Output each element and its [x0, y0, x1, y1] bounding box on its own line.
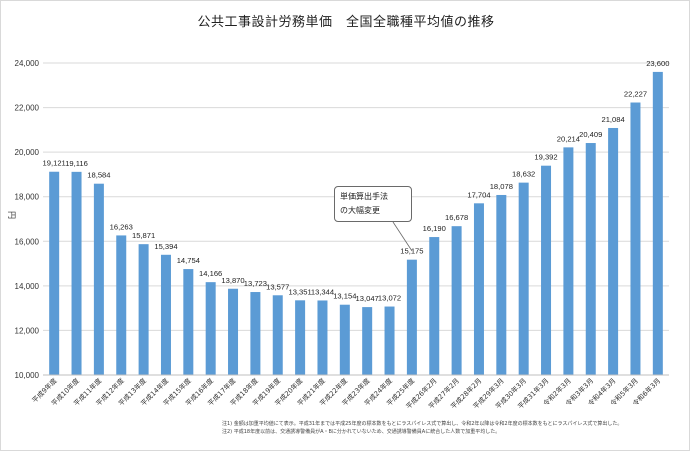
annotation-line-2: の大幅変更 — [340, 206, 380, 215]
data-label: 21,084 — [601, 115, 624, 124]
bar — [183, 269, 194, 375]
bar — [473, 203, 484, 375]
bar — [585, 143, 596, 375]
bar — [205, 282, 216, 375]
annotation-callout: 単価算出手法 の大幅変更 — [334, 186, 412, 222]
bars — [49, 71, 663, 376]
bar — [451, 226, 462, 375]
bar — [406, 259, 417, 375]
bar — [272, 295, 283, 375]
bar — [339, 304, 350, 375]
data-label: 13,072 — [378, 294, 401, 303]
data-label: 16,190 — [423, 224, 446, 233]
y-tick-label: 16,000 — [15, 237, 40, 246]
y-tick-label: 22,000 — [15, 104, 40, 113]
bar — [608, 127, 619, 376]
annotation-line-1: 単価算出手法 — [340, 192, 388, 201]
data-label: 22,227 — [624, 90, 647, 99]
data-label: 18,632 — [512, 170, 535, 179]
chart-title: 公共工事設計労務単価 全国全職種平均値の推移 — [197, 15, 495, 30]
data-label: 13,344 — [311, 287, 334, 296]
bar — [429, 237, 440, 375]
y-tick-label: 20,000 — [15, 148, 40, 157]
bar — [160, 254, 171, 375]
bar — [116, 235, 127, 375]
bar — [295, 300, 306, 375]
bar — [317, 300, 328, 375]
bar — [630, 102, 641, 375]
bar — [362, 307, 373, 375]
bar — [250, 292, 261, 375]
y-tick-label: 12,000 — [15, 326, 40, 335]
data-label: 15,175 — [400, 247, 423, 256]
data-label: 20,214 — [557, 134, 580, 143]
bar — [228, 288, 239, 375]
bar — [541, 165, 552, 375]
data-label: 18,078 — [490, 182, 513, 191]
data-label: 13,577 — [266, 282, 289, 291]
data-label: 16,263 — [110, 222, 133, 231]
data-label: 17,704 — [467, 190, 490, 199]
bar — [518, 182, 529, 375]
data-label: 14,166 — [199, 269, 222, 278]
bar — [71, 171, 82, 375]
data-label: 13,351 — [288, 287, 311, 296]
footnote-1: 注1) 金額は加重平均値にて表示。平成31年までは平成25年度の標本数をもとにラ… — [222, 421, 623, 427]
data-label: 15,871 — [132, 231, 155, 240]
footnotes: 注1) 金額は加重平均値にて表示。平成31年までは平成25年度の標本数をもとにラ… — [222, 420, 684, 436]
y-tick-label: 18,000 — [15, 193, 40, 202]
data-label: 13,870 — [221, 276, 244, 285]
y-tick-label: 14,000 — [15, 282, 40, 291]
y-tick-label: 10,000 — [15, 371, 40, 380]
data-label: 18,584 — [87, 171, 110, 180]
bar — [49, 171, 60, 375]
y-axis-ticks: 10,000 12,000 14,000 16,000 18,000 20,000 22,0… — [15, 59, 40, 380]
callout-pointer — [392, 221, 413, 252]
y-axis-label: 円 — [7, 211, 16, 219]
data-label: 20,409 — [579, 130, 602, 139]
bar — [496, 194, 507, 375]
x-axis-ticks: 平成9年度平成10年度平成11年度平成12年度平成13年度平成14年度平成15年… — [30, 376, 662, 411]
data-label: 14,754 — [177, 256, 200, 265]
data-label: 19,392 — [534, 153, 557, 162]
bar — [384, 306, 395, 375]
data-label: 13,047 — [356, 294, 379, 303]
bar — [652, 71, 663, 376]
data-label: 23,600 — [646, 59, 669, 68]
footnote-2: 注2) 平成18年度以前は、交通誘導警備員がA・Bに分かれていないため、交通誘導… — [222, 429, 501, 435]
bar — [138, 244, 149, 375]
data-label: 15,394 — [154, 242, 177, 251]
data-label: 16,678 — [445, 213, 468, 222]
data-label: 19,121 — [43, 159, 66, 168]
y-tick-label: 24,000 — [15, 59, 40, 68]
data-label: 19,116 — [65, 159, 88, 168]
bar — [93, 183, 104, 375]
data-label: 13,723 — [244, 279, 267, 288]
bar — [563, 147, 574, 375]
data-label: 13,154 — [333, 292, 356, 301]
